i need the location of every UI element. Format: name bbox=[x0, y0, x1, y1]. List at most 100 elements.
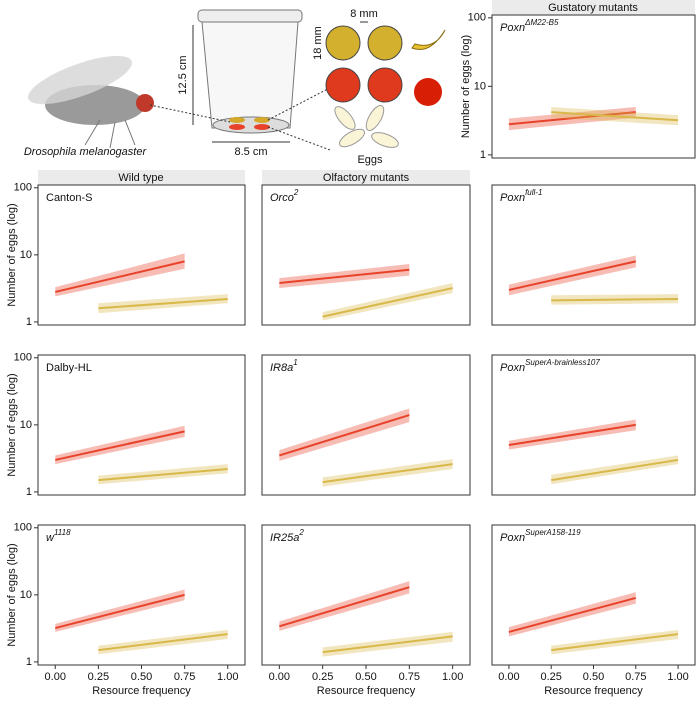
panel-title-sup: 2 bbox=[298, 528, 304, 537]
fit-line bbox=[551, 633, 679, 652]
y-axis-label: Number of eggs (log) bbox=[460, 35, 472, 138]
species-label: Drosophila melanogaster bbox=[24, 146, 148, 158]
egg bbox=[339, 128, 365, 148]
column-header: Olfactory mutants bbox=[323, 172, 410, 184]
egg bbox=[371, 132, 399, 148]
panel-title: Orco2 bbox=[270, 188, 299, 204]
panel-title-sup: full-1 bbox=[525, 188, 542, 197]
y-tick-label: 1 bbox=[480, 149, 486, 161]
fit-line bbox=[322, 635, 453, 654]
panel-title: PoxnΔM22-B5 bbox=[500, 18, 559, 34]
y-tick-label: 100 bbox=[468, 12, 486, 24]
fit-line bbox=[98, 467, 228, 482]
panel-title: Canton-S bbox=[46, 192, 92, 204]
panel-title-text: Orco bbox=[270, 192, 294, 204]
panel-title: Dalby-HL bbox=[46, 362, 92, 374]
illustration: Drosophila melanogaster 12.5 cm 8.5 cm 8… bbox=[24, 8, 446, 166]
well bbox=[254, 124, 270, 130]
strip bbox=[38, 170, 245, 185]
x-tick-label: 0.00 bbox=[45, 671, 66, 683]
fit-line bbox=[508, 260, 637, 291]
column-header: Wild type bbox=[118, 172, 163, 184]
confidence-band bbox=[55, 253, 185, 297]
plot-frame bbox=[261, 354, 471, 496]
x-tick-label: 0.00 bbox=[269, 671, 290, 683]
strip bbox=[492, 0, 695, 15]
panel-title-text: Poxn bbox=[500, 192, 525, 204]
well bbox=[229, 124, 245, 130]
fit-line bbox=[279, 586, 410, 628]
x-axis-label: Resource frequency bbox=[544, 685, 643, 697]
fit-line bbox=[55, 430, 185, 461]
food-disc bbox=[325, 25, 361, 61]
spacing-label: 8 mm bbox=[350, 8, 378, 20]
x-tick-label: 0.00 bbox=[498, 671, 519, 683]
cup-lid bbox=[197, 9, 303, 23]
fit-line bbox=[508, 111, 636, 126]
y-tick-label: 1 bbox=[26, 316, 32, 328]
x-tick-label: 1.00 bbox=[442, 671, 463, 683]
y-tick-label: 100 bbox=[14, 182, 32, 194]
x-tick-label: 0.50 bbox=[583, 671, 604, 683]
y-tick-label: 10 bbox=[20, 249, 32, 261]
cup bbox=[201, 21, 299, 129]
panel-title-sup: SuperA-brainless107 bbox=[525, 358, 600, 367]
x-tick-label: 0.50 bbox=[355, 671, 376, 683]
panel-title: PoxnSuperA-brainless107 bbox=[500, 358, 600, 374]
fit-line bbox=[322, 463, 453, 484]
x-axis-label: Resource frequency bbox=[317, 685, 416, 697]
apple bbox=[414, 78, 442, 106]
column-header: Gustatory mutants bbox=[548, 2, 638, 14]
fit-line bbox=[279, 414, 410, 457]
banana bbox=[411, 29, 446, 50]
fly-wing bbox=[28, 55, 132, 105]
plot-frame bbox=[491, 14, 696, 159]
x-tick-label: 1.00 bbox=[667, 671, 688, 683]
panel-title-text: Dalby-HL bbox=[46, 362, 92, 374]
x-tick-label: 1.00 bbox=[217, 671, 238, 683]
panel-title-text: Poxn bbox=[500, 362, 525, 374]
x-axis-label: Resource frequency bbox=[92, 685, 191, 697]
panel-title: IR25a2 bbox=[270, 528, 304, 544]
panel-title: IR8a1 bbox=[270, 358, 298, 374]
panel-title-sup: 1118 bbox=[54, 528, 71, 537]
width-label: 8.5 cm bbox=[234, 146, 267, 158]
y-tick-label: 100 bbox=[14, 352, 32, 364]
panel-title: w1118 bbox=[46, 528, 71, 544]
diameter-label: 18 mm bbox=[312, 26, 324, 60]
fly-eye bbox=[136, 94, 154, 112]
y-axis-label: Number of eggs (log) bbox=[6, 203, 18, 306]
panel-title-text: Poxn bbox=[500, 532, 525, 544]
panel-title-sup: 2 bbox=[293, 188, 299, 197]
y-tick-label: 1 bbox=[26, 656, 32, 668]
panel-title-text: IR8a bbox=[270, 362, 293, 374]
height-label: 12.5 cm bbox=[177, 55, 189, 94]
fit-line bbox=[508, 423, 636, 447]
y-axis-label: Number of eggs (log) bbox=[6, 373, 18, 476]
cup-floor bbox=[212, 116, 290, 134]
panel-title-sup: SuperA158-119 bbox=[525, 528, 581, 537]
plot-frame bbox=[491, 184, 696, 326]
panel-title-text: IR25a bbox=[270, 532, 299, 544]
y-tick-label: 10 bbox=[20, 589, 32, 601]
fit-line bbox=[55, 593, 185, 630]
panel-title-sup: 1 bbox=[293, 358, 297, 367]
panel-title-text: Poxn bbox=[500, 22, 525, 34]
x-tick-label: 0.50 bbox=[131, 671, 152, 683]
fit-line bbox=[98, 297, 228, 310]
x-tick-label: 0.25 bbox=[312, 671, 333, 683]
x-tick-label: 0.75 bbox=[174, 671, 195, 683]
fit-line bbox=[551, 111, 679, 122]
plot-frame bbox=[491, 354, 696, 496]
panel-title-text: Canton-S bbox=[46, 192, 92, 204]
y-tick-label: 100 bbox=[14, 522, 32, 534]
eggs-label: Eggs bbox=[357, 154, 383, 166]
panel-title-sup: ΔM22-B5 bbox=[524, 18, 559, 27]
well bbox=[254, 117, 270, 123]
y-tick-label: 10 bbox=[474, 80, 486, 92]
food-disc bbox=[325, 67, 361, 103]
x-tick-label: 0.25 bbox=[88, 671, 109, 683]
panel-title: PoxnSuperA158-119 bbox=[500, 528, 581, 544]
food-disc bbox=[367, 25, 403, 61]
